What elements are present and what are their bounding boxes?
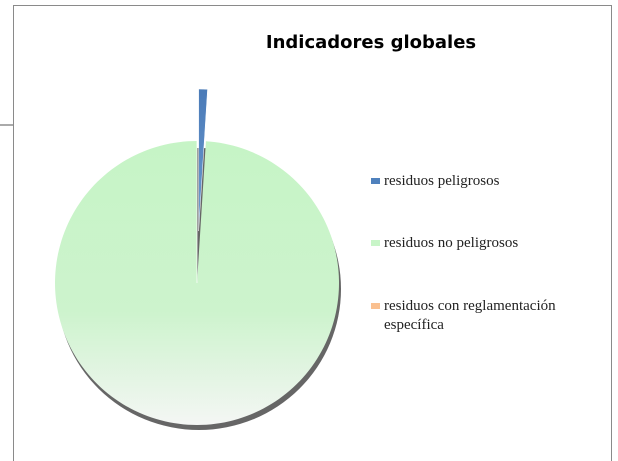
legend-label: residuos no peligrosos: [384, 235, 519, 251]
legend-item: residuos peligrosos: [371, 172, 562, 191]
chart-title: Indicadores globales: [266, 32, 476, 53]
legend-swatch: [371, 240, 380, 246]
legend-swatch: [371, 303, 380, 309]
legend-label: residuos peligrosos: [384, 173, 500, 189]
legend-swatch: [371, 178, 380, 184]
legend-label: residuos con reglamentación específica: [384, 298, 556, 333]
pie: [55, 88, 340, 426]
legend-item: residuos con reglamentación específica: [371, 297, 562, 335]
legend-item: residuos no peligrosos: [371, 234, 562, 253]
pie-slice: [198, 88, 208, 232]
